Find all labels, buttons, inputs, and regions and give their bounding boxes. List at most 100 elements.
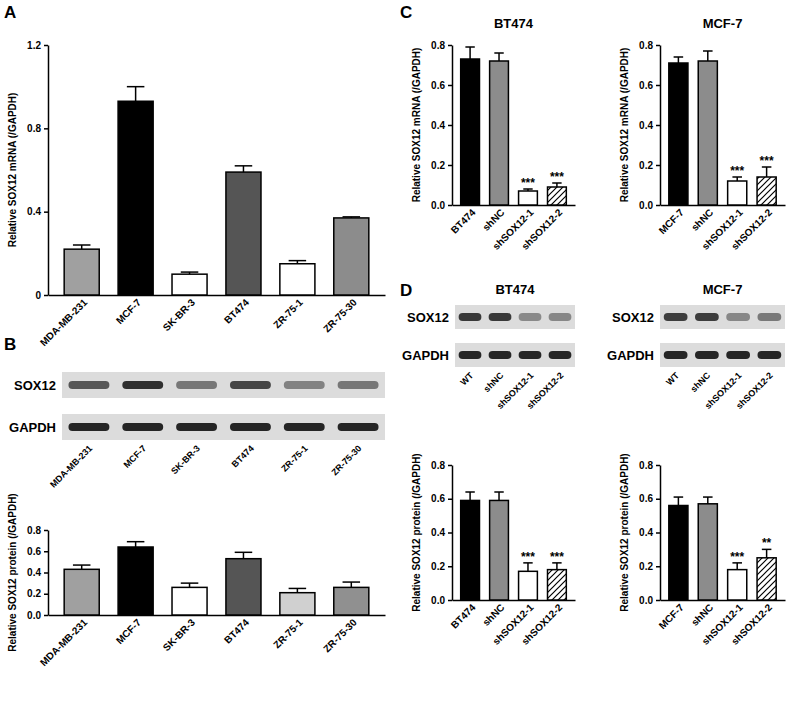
error-bar <box>494 492 503 500</box>
y-tick-label: 0.6 <box>431 80 445 91</box>
y-tick-label: 0.0 <box>431 595 445 606</box>
y-tick: 0.4 <box>27 206 48 217</box>
blot-band <box>122 381 163 389</box>
chart-panel: 00.40.81.2MDA-MB-231MCF-7SK-BR-3BT474ZR-… <box>4 3 386 348</box>
bar <box>172 587 207 615</box>
y-axis-line <box>48 46 50 296</box>
error-cap <box>703 496 713 498</box>
error-cap <box>703 50 713 52</box>
y-axis: 0.00.20.40.60.8 <box>639 40 660 211</box>
significance-label: *** <box>730 550 744 564</box>
y-tick-label: 0.4 <box>27 567 41 578</box>
error-bar <box>465 47 474 59</box>
y-tick-label: 0.4 <box>639 527 653 538</box>
blot-lane-label: shSOX12-2 <box>525 370 566 411</box>
x-tick-label: MDA-MB-231 <box>38 296 90 348</box>
y-tick-mark <box>656 532 660 534</box>
error-cap <box>127 541 145 543</box>
bar <box>280 593 315 615</box>
blot-band <box>176 423 217 431</box>
y-axis-title: Relative SOX12 protein (/GAPDH) <box>619 453 630 611</box>
blot-row-label: GAPDH <box>9 420 56 435</box>
significance-label: *** <box>730 164 744 178</box>
x-tick-label: shNC <box>689 207 715 233</box>
x-tick: MDA-MB-231 <box>38 615 90 668</box>
blot-band <box>338 381 379 389</box>
error-stem <box>736 563 738 570</box>
panel-letter: B <box>4 335 16 354</box>
blot-lane-label: shNC <box>689 370 713 394</box>
blot-lane-label: WT <box>664 370 681 387</box>
y-tick: 0.0 <box>639 595 660 606</box>
error-bar <box>732 563 742 570</box>
bar <box>118 547 153 615</box>
y-tick: 0.2 <box>431 561 452 572</box>
bar <box>461 59 480 205</box>
error-bar <box>235 552 253 558</box>
y-tick: 0.6 <box>27 546 48 557</box>
y-tick: 0.0 <box>639 200 660 211</box>
x-tick: BT474 <box>222 295 251 326</box>
x-tick: MCF-7 <box>114 615 144 646</box>
blot-lane-label: shSOX12-2 <box>734 370 775 411</box>
y-tick-label: 0.2 <box>639 561 653 572</box>
bar <box>548 187 567 205</box>
y-tick-mark <box>656 499 660 501</box>
blot-band <box>489 313 512 321</box>
bar <box>519 191 538 205</box>
y-axis-title: Relative SOX12 mRNA (/GAPDH) <box>7 93 18 248</box>
y-tick: 0.8 <box>27 525 48 536</box>
blot-band <box>459 313 482 321</box>
x-tick-label: BT474 <box>222 616 251 645</box>
y-tick-label: 0.8 <box>27 123 41 134</box>
error-cap <box>181 582 199 584</box>
error-stem <box>469 492 471 500</box>
blot-row-label: SOX12 <box>14 378 56 393</box>
blot-band <box>549 313 572 321</box>
x-tick-label: ZR-75-30 <box>321 616 359 654</box>
error-cap <box>289 588 307 590</box>
y-tick-mark <box>448 465 452 467</box>
y-tick-mark <box>448 205 452 207</box>
bar <box>728 181 747 205</box>
error-stem <box>707 51 709 61</box>
blot-band <box>68 423 109 431</box>
error-cap <box>235 165 253 167</box>
error-bar <box>289 261 307 264</box>
x-axis: MDA-MB-231MCF-7SK-BR-3BT474ZR-75-1ZR-75-… <box>38 295 386 348</box>
x-tick: ZR-75-1 <box>271 615 305 650</box>
y-tick-label: 0.6 <box>27 546 41 557</box>
significance-label: *** <box>550 170 564 184</box>
error-stem <box>135 87 137 102</box>
blot-band <box>230 381 271 389</box>
y-axis: 0.0 0.2 0.4 0.6 0.8 <box>27 525 48 621</box>
x-tick: shNC <box>480 600 506 628</box>
y-axis: 0.00.20.40.60.8 <box>431 40 452 211</box>
blot-band <box>122 423 163 431</box>
blot-lane-label: ZR-75-1 <box>279 443 309 473</box>
error-stem <box>707 497 709 504</box>
blot-band <box>338 423 379 431</box>
x-tick: BT474 <box>449 600 478 631</box>
blot-lane-label: MDA-MB-231 <box>48 443 94 489</box>
x-tick-label: BT474 <box>449 206 478 235</box>
y-tick-label: 0.0 <box>639 595 653 606</box>
blot-title: BT474 <box>495 282 535 297</box>
y-tick: 0.6 <box>431 80 452 91</box>
y-tick-mark <box>656 45 660 47</box>
y-tick-label: 0.2 <box>27 588 41 599</box>
bar <box>728 570 747 600</box>
blot-lane-label: ZR-75-30 <box>330 443 364 477</box>
error-cap <box>343 581 361 583</box>
y-tick-mark <box>448 566 452 568</box>
y-tick-label: 0.4 <box>431 527 445 538</box>
chart-panel: 0.00.20.40.60.8MDA-MB-231MCF-7SK-BR-3BT4… <box>4 335 386 668</box>
x-tick: MCF-7 <box>114 295 144 326</box>
y-tick-mark <box>656 125 660 127</box>
chart-title: BT474 <box>494 16 534 31</box>
y-tick-label: 0.0 <box>27 610 41 621</box>
y-tick-label: 0.4 <box>431 120 445 131</box>
error-bar <box>703 497 713 504</box>
y-tick: 0.2 <box>431 160 452 171</box>
blot-lane-label: shNC <box>482 370 506 394</box>
